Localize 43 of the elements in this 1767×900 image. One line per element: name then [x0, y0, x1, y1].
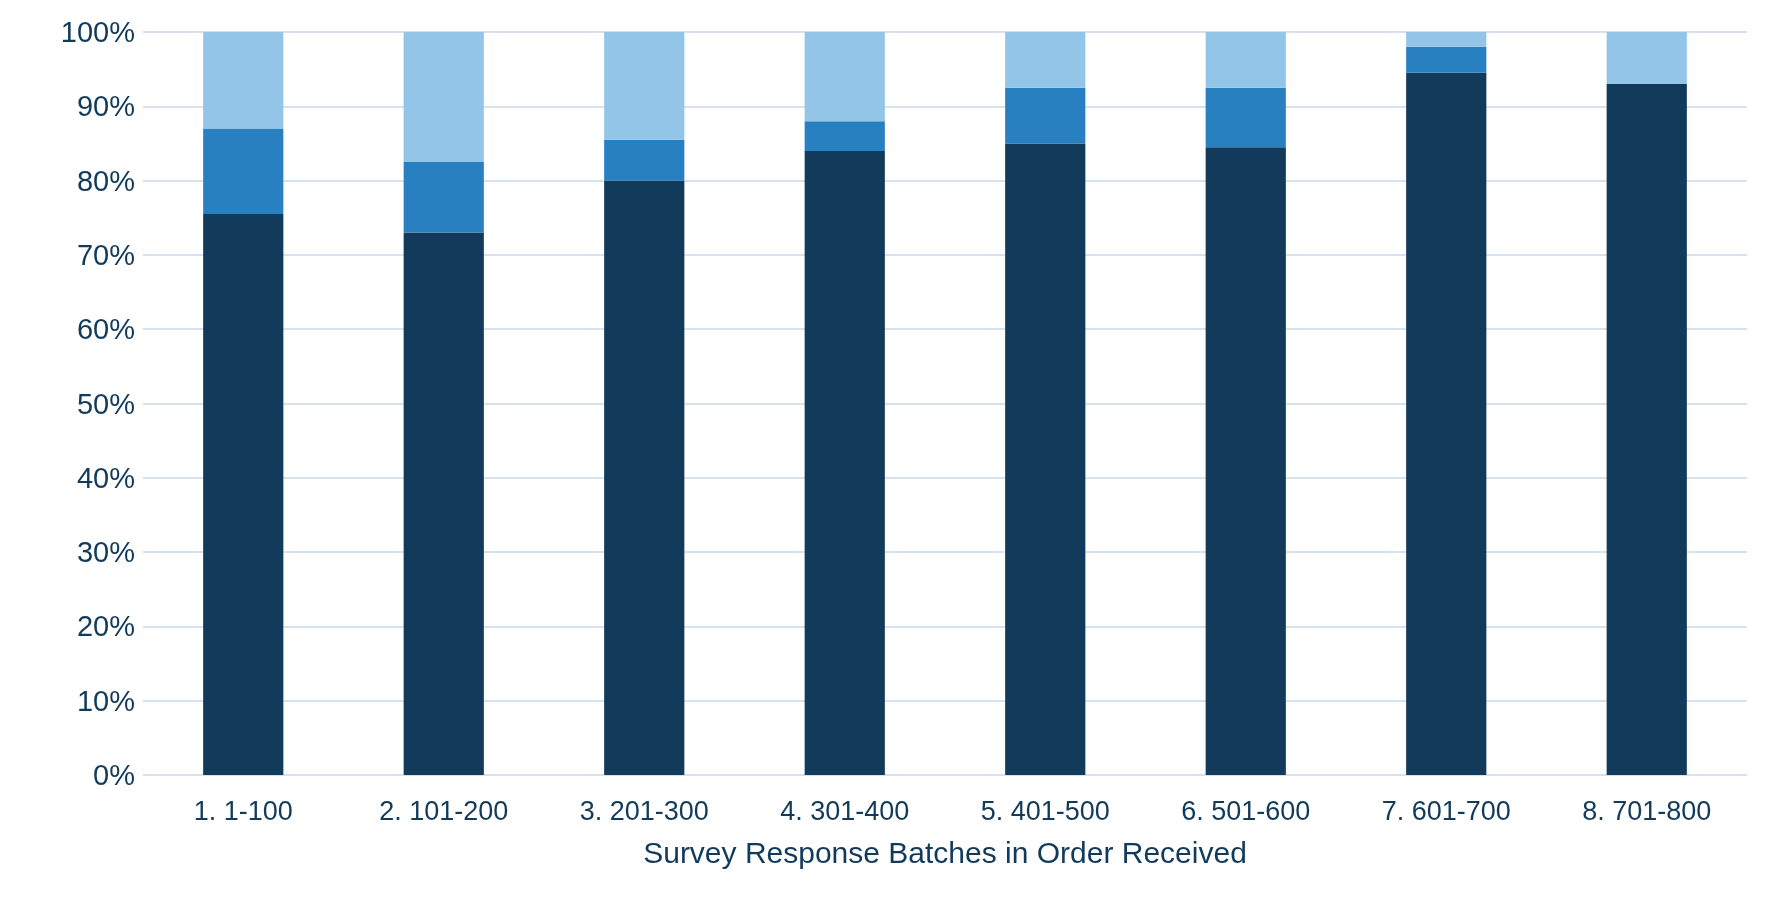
x-tick-label: 5. 401-500 [980, 795, 1110, 826]
bar [604, 139, 685, 181]
bar [203, 32, 284, 129]
bar [1005, 143, 1086, 775]
bar [203, 128, 284, 215]
x-tick-label: 7. 601-700 [1381, 795, 1511, 826]
bar [1606, 32, 1687, 85]
bar [1406, 32, 1487, 47]
x-tick-label: 3. 201-300 [579, 795, 709, 826]
bar [1406, 72, 1487, 775]
bar [604, 180, 685, 775]
y-tick-label: 70% [76, 238, 135, 271]
y-tick-label: 10% [76, 684, 135, 717]
bar [1406, 46, 1487, 73]
bar [1205, 87, 1286, 148]
x-tick-label: 1. 1-100 [193, 795, 293, 826]
x-tick-label: 6. 501-600 [1181, 795, 1311, 826]
bar [203, 214, 284, 775]
bar [403, 232, 484, 775]
bar [1606, 84, 1687, 775]
bar [804, 121, 885, 151]
bar [1205, 147, 1286, 775]
y-tick-label: 60% [76, 313, 135, 346]
y-tick-label: 100% [60, 16, 135, 48]
y-tick-label: 80% [76, 164, 135, 197]
y-tick-label: 0% [93, 759, 135, 791]
bar [1005, 32, 1086, 88]
y-tick-label: 50% [76, 387, 135, 420]
y-tick-label: 40% [76, 461, 135, 494]
bar [804, 150, 885, 775]
bar [1205, 32, 1286, 88]
x-tick-label: 8. 701-800 [1582, 795, 1712, 826]
x-tick-label: 2. 101-200 [379, 795, 509, 826]
bar [403, 32, 484, 163]
y-tick-label: 90% [76, 90, 135, 123]
x-tick-label: 4. 301-400 [780, 795, 910, 826]
y-tick-label: 30% [76, 536, 135, 569]
y-tick-label: 20% [76, 610, 135, 643]
bar [604, 32, 685, 140]
bar [403, 162, 484, 233]
x-axis-title: Survey Response Batches in Order Received [643, 835, 1247, 869]
bar [1005, 87, 1086, 144]
bar [804, 32, 885, 122]
